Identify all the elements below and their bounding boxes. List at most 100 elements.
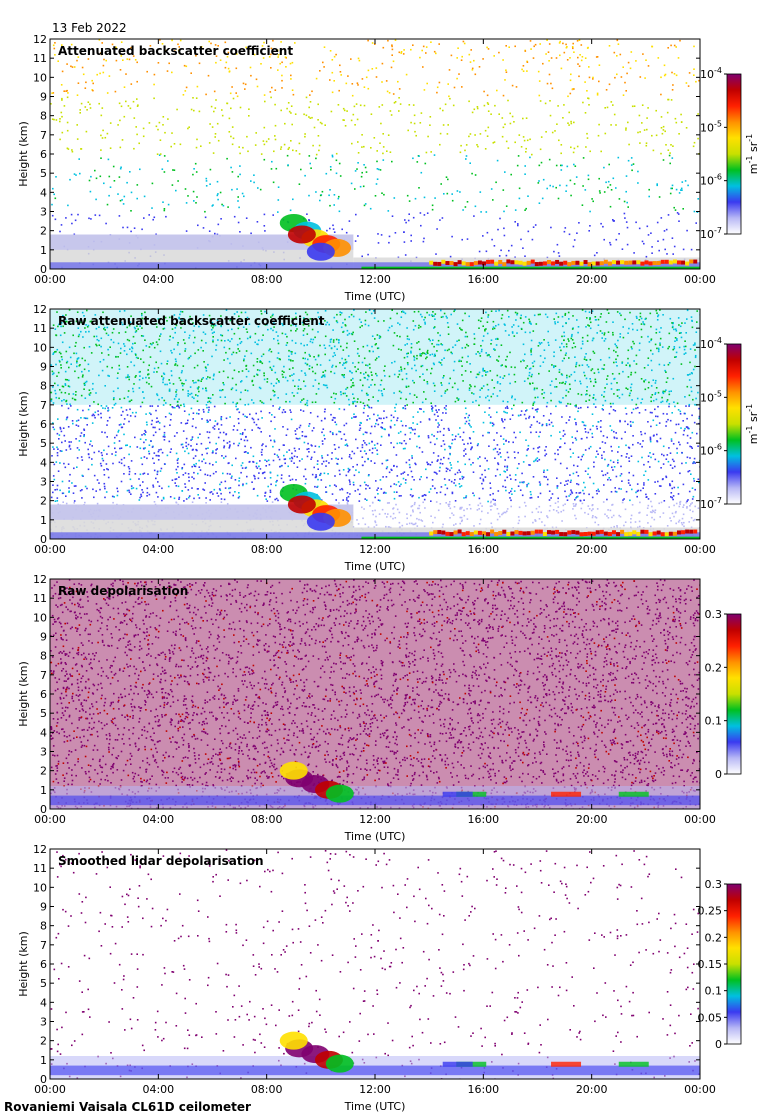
cloud-feature xyxy=(279,1031,354,1073)
y-tick-label: 12 xyxy=(33,573,47,586)
y-tick-label: 5 xyxy=(40,707,47,720)
y-tick-label: 10 xyxy=(33,341,47,354)
y-tick-label: 5 xyxy=(40,977,47,990)
colorbar-tick-label: 0.15 xyxy=(698,958,723,971)
x-axis-label: Time (UTC) xyxy=(344,1100,406,1113)
instrument-label: Rovaniemi Vaisala CL61D ceilometer xyxy=(4,1100,251,1114)
colorbar-tick-label: 10-7 xyxy=(700,226,722,241)
x-tick-label: 08:00 xyxy=(251,543,283,556)
y-tick-label: 4 xyxy=(40,456,47,469)
y-tick-label: 6 xyxy=(40,688,47,701)
y-tick-label: 11 xyxy=(33,322,47,335)
low-layer-core xyxy=(50,795,700,806)
x-tick-label: 00:00 xyxy=(684,1083,716,1096)
x-tick-label: 16:00 xyxy=(467,813,499,826)
colorbar-unit: m-1 sr-1 xyxy=(745,134,760,174)
y-tick-label: 9 xyxy=(40,631,47,644)
colorbar-tick-label: 0.05 xyxy=(698,1011,723,1024)
x-tick-label: 12:00 xyxy=(359,1083,391,1096)
low-layer-core xyxy=(50,1065,700,1076)
colorbar xyxy=(726,883,742,1045)
y-tick-label: 6 xyxy=(40,958,47,971)
aerosol-layer xyxy=(50,504,354,520)
x-tick-label: 04:00 xyxy=(142,1083,174,1096)
colorbar-tick-label: 0 xyxy=(715,768,722,781)
y-tick-label: 2 xyxy=(40,765,47,778)
y-tick-label: 3 xyxy=(40,476,47,489)
y-tick-label: 1 xyxy=(40,1054,47,1067)
colorbar-tick-label: 0.1 xyxy=(705,715,723,728)
colorbar xyxy=(726,73,742,235)
x-tick-label: 04:00 xyxy=(142,813,174,826)
y-tick-label: 12 xyxy=(33,303,47,316)
x-tick-label: 20:00 xyxy=(576,273,608,286)
x-tick-label: 04:00 xyxy=(142,273,174,286)
y-tick-label: 8 xyxy=(40,110,47,123)
x-tick-label: 08:00 xyxy=(251,1083,283,1096)
colorbar-tick-label: 0.3 xyxy=(705,608,723,621)
panel-title: Attenuated backscatter coefficient xyxy=(58,44,293,58)
colorbar-tick-label: 10-5 xyxy=(700,389,722,404)
colorbar-unit: m-1 sr-1 xyxy=(745,404,760,444)
x-tick-label: 00:00 xyxy=(34,543,66,556)
y-tick-label: 5 xyxy=(40,437,47,450)
y-axis-label: Height (km) xyxy=(17,121,30,187)
speckle-layer xyxy=(50,579,700,809)
x-axis-label: Time (UTC) xyxy=(344,290,406,303)
x-tick-label: 04:00 xyxy=(142,543,174,556)
x-tick-label: 00:00 xyxy=(34,273,66,286)
x-tick-label: 00:00 xyxy=(684,813,716,826)
colorbar-tick-label: 0.1 xyxy=(705,985,723,998)
x-tick-label: 16:00 xyxy=(467,1083,499,1096)
y-tick-label: 3 xyxy=(40,206,47,219)
y-tick-label: 8 xyxy=(40,380,47,393)
y-tick-label: 5 xyxy=(40,167,47,180)
colorbar-tick-label: 10-6 xyxy=(700,443,722,458)
y-tick-label: 6 xyxy=(40,148,47,161)
colorbar-tick-label: 10-5 xyxy=(700,119,722,134)
y-tick-label: 0 xyxy=(40,263,47,276)
y-tick-label: 7 xyxy=(40,939,47,952)
y-tick-label: 11 xyxy=(33,592,47,605)
x-tick-label: 12:00 xyxy=(359,273,391,286)
x-tick-label: 16:00 xyxy=(467,543,499,556)
y-tick-label: 7 xyxy=(40,129,47,142)
y-tick-label: 11 xyxy=(33,862,47,875)
x-tick-label: 00:00 xyxy=(684,273,716,286)
low-cloud-band xyxy=(361,259,700,269)
x-tick-label: 08:00 xyxy=(251,813,283,826)
y-tick-label: 1 xyxy=(40,514,47,527)
x-tick-label: 20:00 xyxy=(576,813,608,826)
aerosol-layer xyxy=(50,234,354,250)
y-tick-label: 0 xyxy=(40,803,47,816)
y-tick-label: 3 xyxy=(40,1016,47,1029)
y-tick-label: 7 xyxy=(40,669,47,682)
x-tick-label: 00:00 xyxy=(34,813,66,826)
panel-title: Smoothed lidar depolarisation xyxy=(58,854,264,868)
x-axis-label: Time (UTC) xyxy=(344,830,406,843)
plot-area-3 xyxy=(50,579,700,809)
colorbar-tick-label: 0.25 xyxy=(698,905,723,918)
cloud-feature xyxy=(279,761,354,803)
y-tick-label: 4 xyxy=(40,996,47,1009)
y-tick-label: 0 xyxy=(40,1073,47,1086)
y-tick-label: 2 xyxy=(40,225,47,238)
colorbar xyxy=(726,613,742,775)
y-tick-label: 2 xyxy=(40,1035,47,1048)
y-tick-label: 10 xyxy=(33,71,47,84)
cloud-feature xyxy=(279,484,352,531)
y-tick-label: 10 xyxy=(33,611,47,624)
x-axis-label: Time (UTC) xyxy=(344,560,406,573)
y-tick-label: 1 xyxy=(40,244,47,257)
y-tick-label: 12 xyxy=(33,843,47,856)
x-tick-label: 16:00 xyxy=(467,273,499,286)
colorbar-tick-label: 10-4 xyxy=(700,336,722,351)
cloud-feature xyxy=(279,214,352,261)
colorbar-tick-label: 10-6 xyxy=(700,173,722,188)
low-cloud-band xyxy=(442,791,649,797)
